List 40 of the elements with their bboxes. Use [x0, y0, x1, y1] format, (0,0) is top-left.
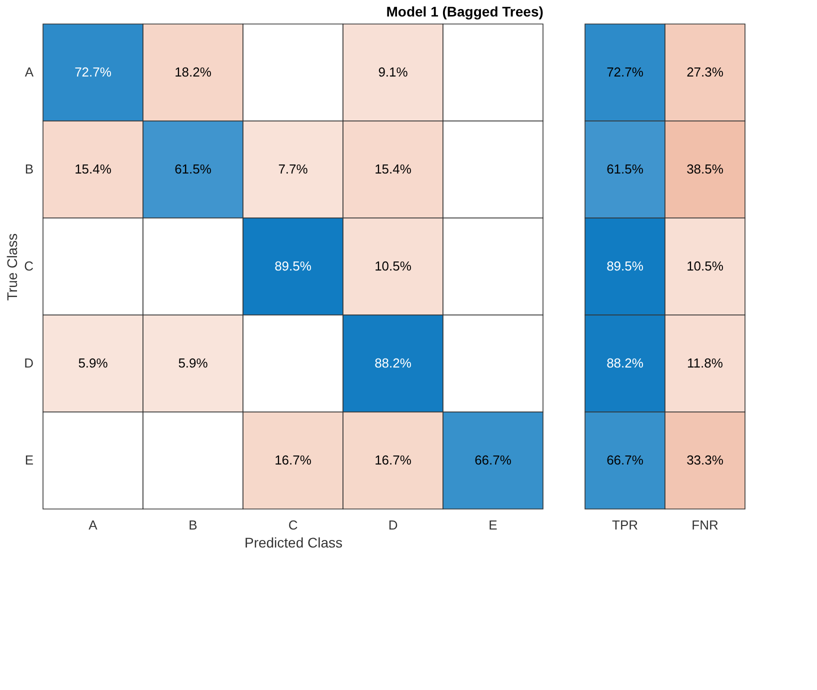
data-label: 27.3%: [686, 64, 724, 80]
data-label: 61.5%: [606, 162, 644, 176]
data-label: 88.2%: [606, 356, 644, 370]
x-tick-label: E: [488, 518, 498, 532]
data-label: 38.5%: [686, 162, 724, 176]
data-label: 16.7%: [374, 452, 412, 468]
x-tick-label: B: [188, 518, 198, 532]
data-label: 18.2%: [174, 64, 212, 80]
data-label: 16.7%: [274, 452, 312, 468]
data-label: 66.7%: [474, 452, 512, 468]
x-tick-label: C: [288, 518, 298, 532]
x-tick-label: FNR: [692, 518, 718, 532]
data-label: 5.9%: [78, 356, 108, 370]
data-label: 88.2%: [374, 356, 412, 370]
data-label: 61.5%: [174, 162, 212, 176]
data-label: 10.5%: [686, 258, 724, 274]
data-label: 72.7%: [74, 64, 112, 80]
chart-title: Model 1 (Bagged Trees): [386, 4, 544, 20]
data-label: 7.7%: [278, 162, 308, 176]
data-label: 15.4%: [374, 162, 412, 176]
data-label: 33.3%: [686, 452, 724, 468]
y-tick-label: D: [24, 356, 34, 370]
data-label: 9.1%: [378, 64, 408, 80]
y-tick-label: E: [24, 452, 34, 468]
x-tick-label: TPR: [612, 518, 638, 532]
data-label: 11.8%: [687, 356, 724, 370]
data-label: 10.5%: [374, 258, 412, 274]
data-label: 66.7%: [606, 452, 644, 468]
data-label: 15.4%: [74, 162, 112, 176]
y-tick-label: B: [24, 162, 34, 176]
y-tick-label: A: [24, 64, 34, 80]
y-axis-title: True Class: [4, 233, 20, 301]
data-label: 89.5%: [606, 258, 644, 274]
data-label: 89.5%: [274, 258, 312, 274]
x-tick-label: D: [388, 518, 398, 532]
x-tick-label: A: [88, 518, 98, 532]
x-axis-title: Predicted Class: [244, 534, 343, 550]
data-label: 72.7%: [606, 64, 644, 80]
y-tick-label: C: [24, 258, 34, 274]
data-label: 5.9%: [178, 356, 208, 370]
